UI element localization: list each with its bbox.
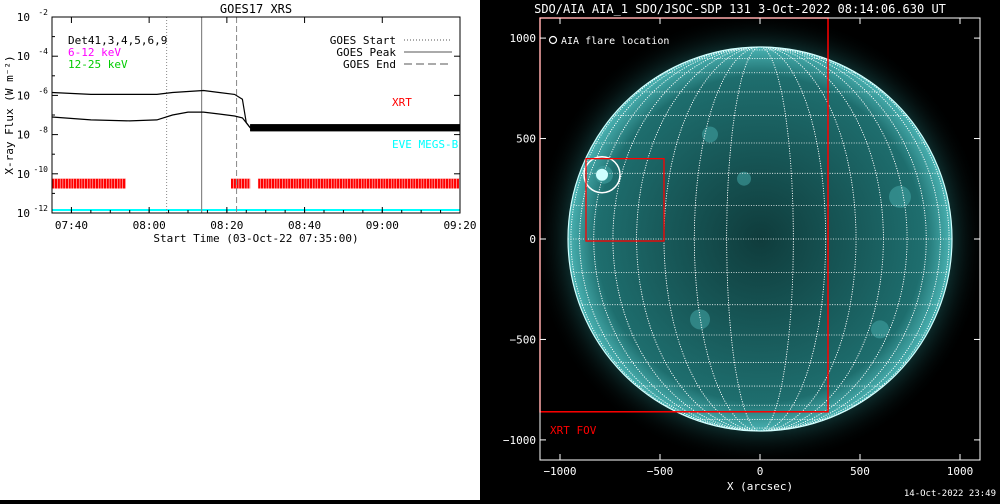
active-region [889,185,911,208]
x-tick-label: 1000 [947,465,974,478]
y-tick-label: 10 [17,89,30,102]
x-tick-label: −1000 [543,465,576,478]
xrt-interval-2 [257,178,460,189]
x-tick-label: 08:40 [288,219,321,232]
longitude-line [570,47,950,431]
active-region [871,320,889,339]
eve-annotation: EVE MEGS-B [392,138,459,151]
y-tick-label: 10 [17,168,30,181]
x-tick-label: 07:40 [55,219,88,232]
y-tick-label: 10 [17,50,30,63]
flare-bright-core [596,168,608,181]
x-axis-label: X (arcsec) [727,480,793,493]
xrt-interval-1 [230,178,251,189]
legend-right-label: GOES Peak [336,46,396,59]
xrt-annotation: XRT [392,96,412,109]
chart-title: GOES17 XRS [220,2,292,16]
aia-image-panel: XRT FOV −1000 −500 0 500 1000 1000 500 0 −500 −100… [480,0,1000,500]
region-box [585,157,665,242]
image-title: SDO/AIA AIA_1 SDO/JSOC-SDP 131 3-Oct-202… [534,2,946,16]
goes-xrs-chart: GOES17 XRS 07:40 08:00 08:20 08:40 09:00 09:20… [3,2,477,245]
legend-right-label: GOES End [343,58,396,71]
legend-circle-icon [548,35,558,45]
y-tick-exponent: -4 [38,47,48,56]
longitude-line [593,47,927,431]
y-tick-label: 10 [17,11,30,24]
flare-location-marker [583,155,621,194]
y-tick-label: 10 [17,207,30,220]
y-tick-label: −1000 [503,434,536,447]
y-tick-label: 10 [17,129,30,142]
x-tick-label: 09:00 [366,219,399,232]
y-axis-label: X-ray Flux (W m⁻²) [3,55,16,174]
flux-noise-band-1 [250,124,460,132]
legend-right-label: GOES Start [330,34,396,47]
y-tick-exponent: -8 [38,126,48,135]
longitude-line [663,47,857,431]
legend-left-2: 12-25 keV [68,58,128,71]
active-region [737,171,751,186]
xrt-interval-marks [51,178,460,189]
x-tick-label: 09:20 [443,219,476,232]
y-tick-exponent: -6 [38,86,48,95]
aia-sun-image: XRT FOV −1000 −500 0 500 1000 1000 500 0 −500 −100… [503,2,996,499]
y-tick-label: 1000 [510,32,537,45]
x-tick-label: −500 [647,465,674,478]
x-tick-label: 500 [850,465,870,478]
legend-label: AIA flare location [561,36,669,47]
xrt-interval-0 [52,178,126,189]
x-tick-label: 08:20 [210,219,243,232]
y-tick-exponent: -10 [34,165,49,174]
x-tick-label: 08:00 [133,219,166,232]
footer-timestamp: 14-Oct-2022 23:49 [904,489,996,499]
y-tick-label: 500 [516,133,536,146]
active-region [690,309,710,330]
y-tick-label: 0 [529,233,536,246]
active-region [702,126,718,143]
y-tick-exponent: -2 [38,8,48,17]
y-tick-label: −500 [510,333,537,346]
legend-left-1: 6-12 keV [68,46,121,59]
solar-limb [567,46,953,432]
x-tick-label: 0 [757,465,764,478]
goes-xrs-panel: GOES17 XRS 07:40 08:00 08:20 08:40 09:00 09:20… [0,0,480,500]
longitude-line [636,47,884,431]
longitude-line [693,47,827,431]
longitude-line [726,47,794,431]
xrt-fov-label: XRT FOV [550,424,597,437]
y-tick-exponent: -12 [34,204,49,213]
legend-left-0: Det41,3,4,5,6,9 [68,34,167,47]
x-axis-label: Start Time (03-Oct-22 07:35:00) [153,232,358,245]
